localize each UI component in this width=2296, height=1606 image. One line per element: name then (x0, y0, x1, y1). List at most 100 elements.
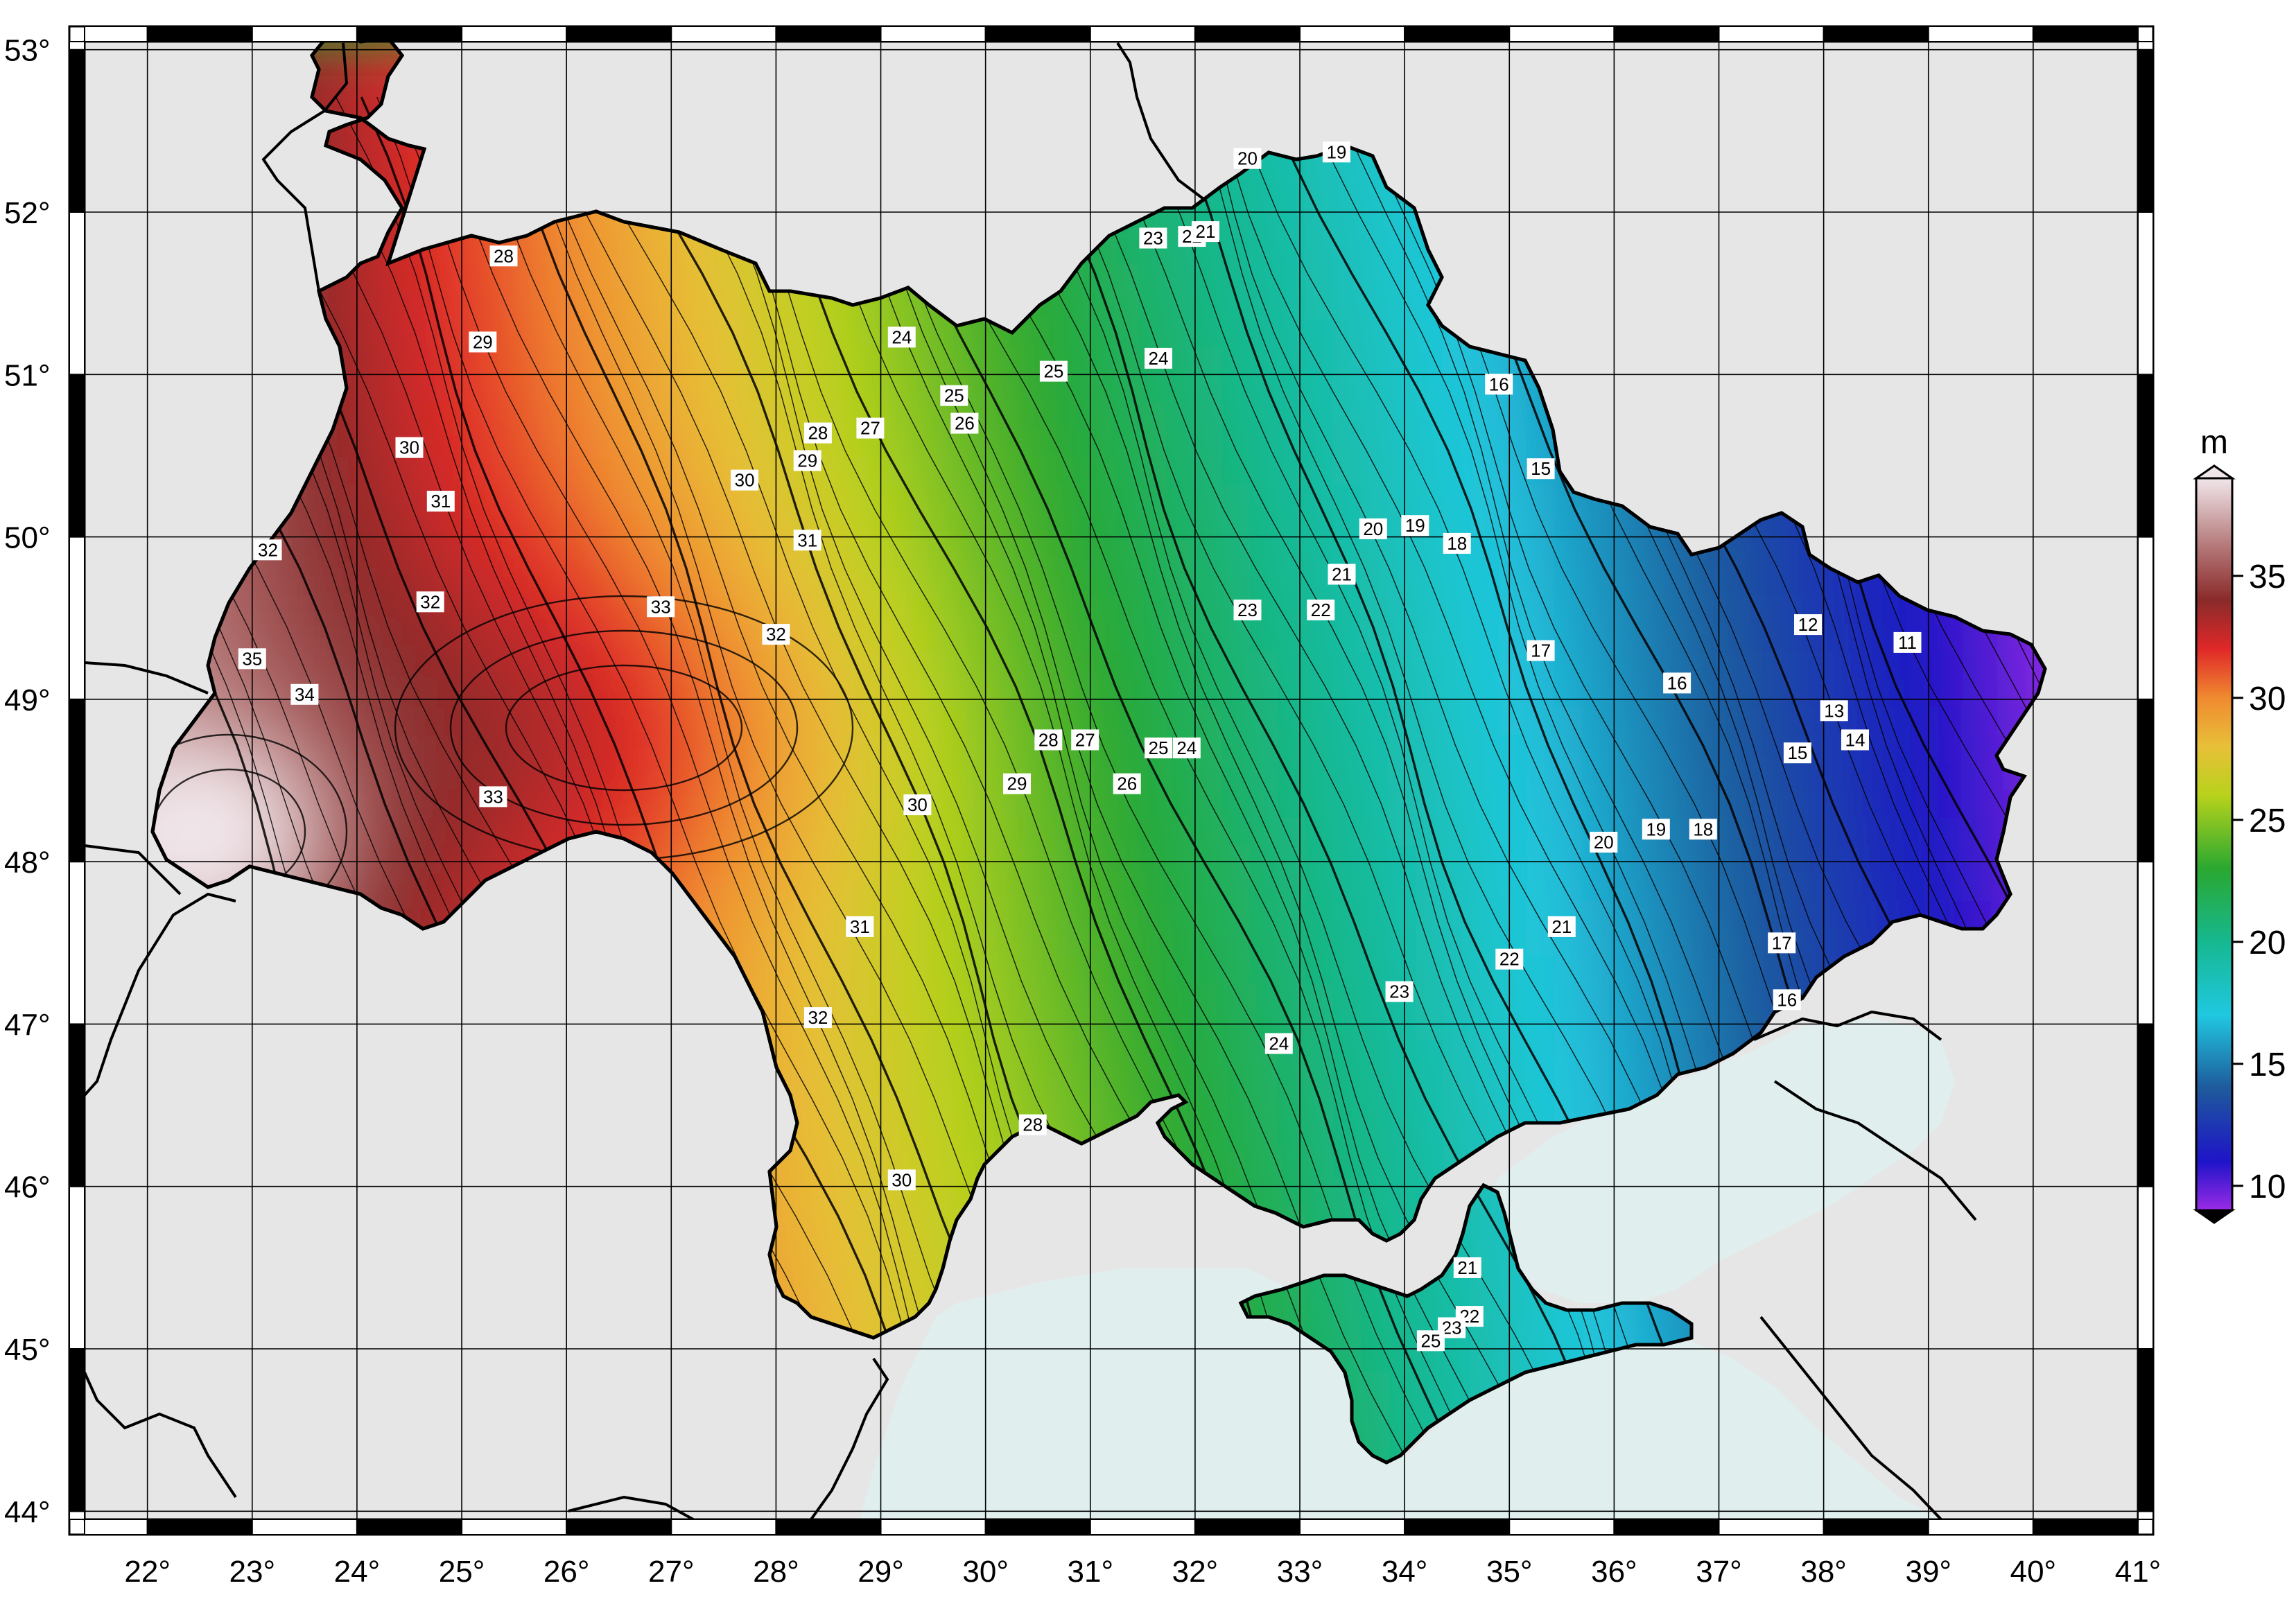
contour-label: 21 (1328, 564, 1356, 585)
contour-label: 17 (1527, 640, 1555, 661)
contour-label: 31 (846, 916, 874, 937)
ukraine-border (150, 33, 2047, 1465)
contour-label: 28 (1034, 729, 1063, 751)
svg-text:15: 15 (1531, 458, 1551, 479)
contour-label: 24 (887, 326, 916, 348)
map-frame (68, 25, 2155, 1536)
svg-text:29: 29 (473, 331, 493, 352)
svg-text:28: 28 (1023, 1115, 1043, 1135)
svg-text:15: 15 (1787, 742, 1807, 763)
contour-label: 33 (479, 786, 507, 808)
contour-label: 20 (1233, 148, 1262, 169)
svg-text:23: 23 (1389, 981, 1409, 1002)
longitude-tick-label: 31° (1068, 1555, 1114, 1589)
contour-label: 25 (1039, 360, 1068, 382)
contour-label: 18 (1443, 532, 1471, 554)
contour-label: 30 (731, 469, 759, 491)
contour-label: 23 (1385, 981, 1414, 1002)
contour-label: 30 (395, 437, 424, 458)
contour-label: 29 (1003, 773, 1031, 794)
svg-text:16: 16 (1489, 374, 1509, 394)
contour-label: 18 (1689, 819, 1717, 840)
contour-label: 24 (1172, 737, 1201, 759)
svg-text:17: 17 (1531, 640, 1551, 661)
colorbar-gradient (2195, 477, 2234, 1212)
longitude-tick-label: 34° (1382, 1555, 1428, 1589)
sea-of-azov (1470, 1019, 1955, 1303)
contour-label: 24 (1145, 347, 1172, 369)
svg-text:33: 33 (483, 786, 503, 807)
contour-label: 28 (489, 245, 518, 267)
svg-text:21: 21 (1196, 221, 1216, 242)
svg-text:28: 28 (1038, 729, 1059, 750)
svg-text:24: 24 (892, 326, 912, 347)
svg-text:34: 34 (295, 684, 315, 705)
colorbar-tick-label: 35 (2249, 559, 2286, 595)
contour-label: 16 (1773, 989, 1801, 1011)
black-sea (860, 1268, 1941, 1519)
svg-text:23: 23 (1237, 600, 1258, 620)
longitude-tick-label: 35° (1486, 1555, 1533, 1589)
contour-label: 30 (903, 794, 932, 816)
svg-text:26: 26 (1117, 774, 1137, 794)
contour-label: 23 (1233, 600, 1262, 620)
svg-text:32: 32 (258, 539, 278, 560)
contour-label: 16 (1485, 374, 1513, 395)
svg-text:24: 24 (1269, 1033, 1289, 1054)
svg-text:30: 30 (399, 437, 419, 458)
svg-text:13: 13 (1824, 700, 1844, 721)
contour-label: 19 (1322, 141, 1350, 163)
svg-text:20: 20 (1594, 832, 1614, 853)
latitude-tick-label: 51° (4, 358, 51, 392)
contour-label: 19 (1401, 515, 1429, 536)
svg-text:21: 21 (1551, 916, 1572, 937)
latitude-tick-label: 53° (4, 34, 51, 68)
svg-text:22: 22 (1311, 600, 1331, 620)
svg-text:25: 25 (944, 385, 964, 406)
svg-text:32: 32 (808, 1007, 828, 1028)
contour-label: 26 (1113, 773, 1141, 794)
contour-label: 14 (1841, 729, 1869, 751)
contour-label: 23 (1139, 227, 1167, 249)
longitude-tick-label: 26° (543, 1555, 590, 1589)
longitude-tick-label: 28° (753, 1555, 799, 1589)
contour-label: 11 (1893, 631, 1922, 653)
contour-label: 15 (1527, 458, 1555, 480)
svg-text:25: 25 (1420, 1330, 1441, 1351)
svg-text:19: 19 (1405, 515, 1425, 536)
svg-text:14: 14 (1845, 729, 1866, 750)
svg-text:25: 25 (1043, 361, 1063, 382)
latitude-tick-label: 46° (4, 1171, 51, 1205)
svg-text:32: 32 (420, 591, 440, 612)
contour-label: 21 (1453, 1257, 1481, 1278)
contour-label: 17 (1768, 932, 1796, 954)
svg-text:31: 31 (797, 530, 817, 550)
contour-label: 26 (950, 412, 979, 434)
svg-text:11: 11 (1898, 632, 1917, 653)
colorbar-unit: m (2200, 424, 2228, 461)
svg-text:18: 18 (1447, 533, 1467, 554)
contour-label: 20 (1590, 832, 1618, 853)
svg-text:31: 31 (850, 916, 870, 937)
contour-label: 32 (803, 1007, 832, 1029)
contour-label: 32 (254, 539, 282, 561)
svg-text:31: 31 (430, 491, 451, 512)
longitude-tick-label: 25° (439, 1555, 485, 1589)
svg-text:30: 30 (907, 794, 928, 815)
latitude-tick-label: 50° (4, 521, 51, 555)
svg-text:28: 28 (808, 423, 828, 444)
contour-label: 28 (1018, 1114, 1047, 1135)
contour-label: 25 (940, 385, 968, 406)
contour-label: 16 (1663, 672, 1691, 694)
svg-text:20: 20 (1237, 148, 1258, 169)
colorbar-tick-label: 30 (2249, 681, 2286, 717)
contour-label: 35 (238, 648, 266, 670)
longitude-tick-label: 24° (334, 1555, 381, 1589)
longitude-tick-label: 36° (1591, 1555, 1637, 1589)
country-borders (83, 42, 1977, 1521)
svg-text:18: 18 (1693, 819, 1713, 839)
svg-text:27: 27 (860, 418, 880, 439)
svg-text:33: 33 (651, 596, 671, 617)
svg-text:35: 35 (242, 648, 262, 669)
svg-text:17: 17 (1772, 932, 1792, 953)
